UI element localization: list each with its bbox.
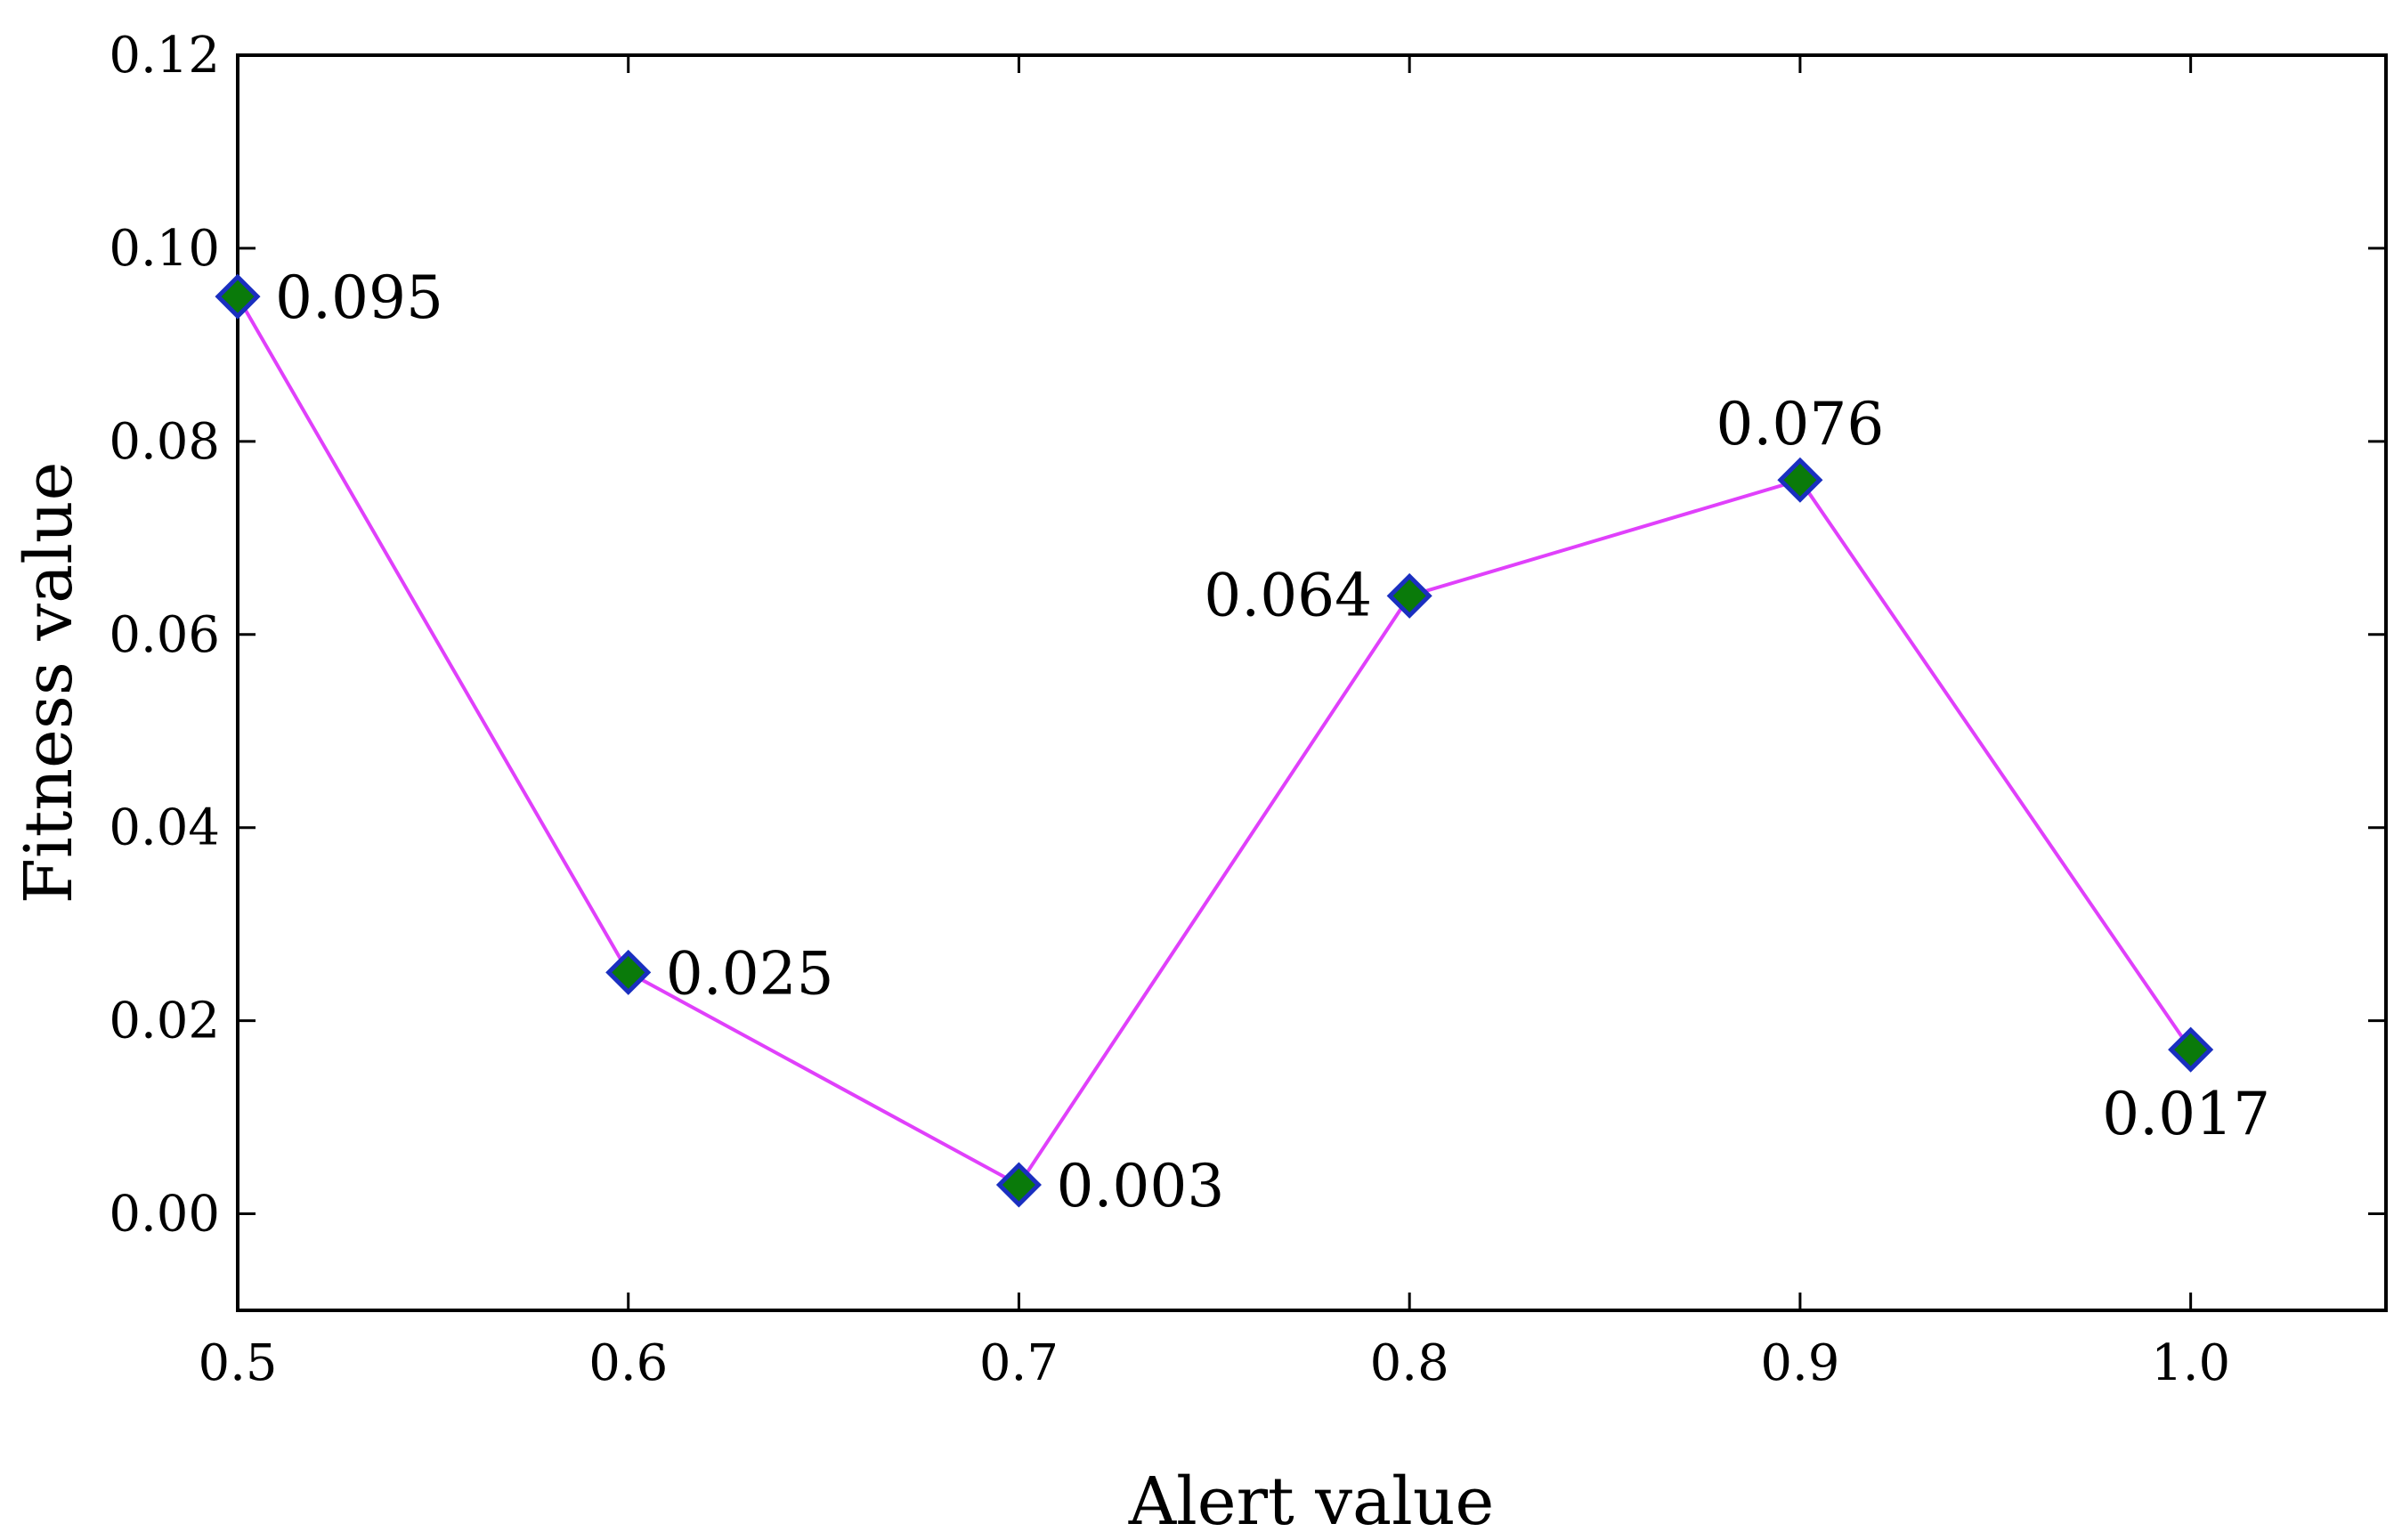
data-label: 0.095 xyxy=(275,263,443,332)
x-tick-label: 0.7 xyxy=(979,1334,1059,1392)
y-tick-label: 0.02 xyxy=(109,993,220,1050)
data-label: 0.003 xyxy=(1056,1152,1224,1220)
y-tick-label: 0.12 xyxy=(109,27,220,85)
data-labels: 0.095 0.025 0.003 0.064 0.076 0.017 xyxy=(275,263,2270,1220)
plot-frame xyxy=(236,53,2388,1312)
data-label: 0.064 xyxy=(1204,561,1372,629)
y-tick-label: 0.04 xyxy=(109,799,220,857)
x-tick-label: 0.5 xyxy=(198,1334,277,1392)
x-tick-label: 0.8 xyxy=(1370,1334,1449,1392)
y-tick-label: 0.00 xyxy=(109,1186,220,1244)
data-label: 0.025 xyxy=(666,939,834,1008)
x-tick-label: 0.9 xyxy=(1760,1334,1839,1392)
data-point-marker xyxy=(215,273,261,320)
x-axis: 0.5 0.6 0.7 0.8 0.9 1.0 xyxy=(198,55,2230,1392)
data-point-marker xyxy=(1777,457,1823,503)
x-tick-label: 1.0 xyxy=(2151,1334,2230,1392)
y-tick-label: 0.08 xyxy=(109,413,220,471)
data-label: 0.076 xyxy=(1716,390,1884,458)
data-label: 0.017 xyxy=(2102,1080,2270,1148)
data-point-marker xyxy=(605,949,652,995)
data-point-marker xyxy=(1386,572,1432,619)
data-point-marker xyxy=(995,1162,1042,1208)
y-tick-label: 0.10 xyxy=(109,220,220,278)
x-tick-label: 0.6 xyxy=(588,1334,668,1392)
series-line xyxy=(236,296,2193,1187)
data-point-marker xyxy=(2168,1026,2214,1073)
series-markers xyxy=(215,273,2214,1208)
y-axis-title: Fitness value xyxy=(11,462,87,904)
y-axis: 0.00 0.02 0.04 0.06 0.08 0.10 0.12 xyxy=(109,27,2386,1244)
x-axis-title: Alert value xyxy=(1128,1463,1495,1540)
y-tick-label: 0.06 xyxy=(109,606,220,664)
